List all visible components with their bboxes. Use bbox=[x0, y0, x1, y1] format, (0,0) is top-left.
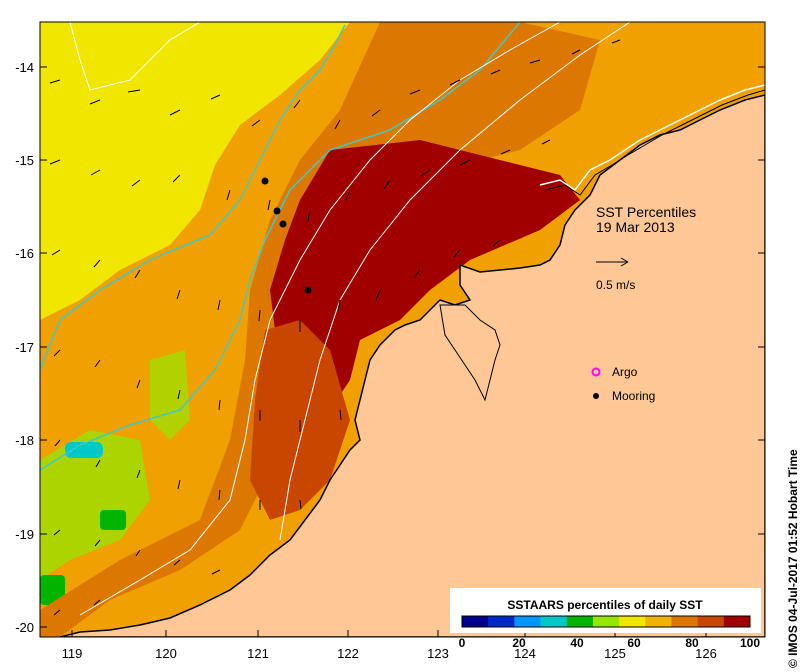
coast-ragged-2 bbox=[544, 89, 765, 196]
y-tick-label: -14 bbox=[15, 60, 34, 75]
argo-legend-marker bbox=[591, 367, 601, 377]
y-tick-label: -15 bbox=[15, 153, 34, 168]
colorbar-swatch bbox=[462, 616, 489, 627]
colorbar-frame bbox=[461, 615, 751, 628]
sst-region-orange bbox=[40, 22, 600, 637]
colorbar-swatch bbox=[488, 616, 515, 627]
y-tick-label: -20 bbox=[15, 620, 34, 635]
scale-arrow bbox=[596, 257, 629, 267]
y-tick-label: -18 bbox=[15, 433, 34, 448]
colorbar-tick-label: 40 bbox=[570, 636, 584, 650]
x-tick-label: 122 bbox=[337, 646, 359, 661]
sst-region-green-patches bbox=[40, 430, 150, 580]
colorbar-title: SSTAARS percentiles of daily SST bbox=[507, 598, 703, 612]
map-date: 19 Mar 2013 bbox=[596, 219, 675, 235]
x-tick-label: 123 bbox=[427, 646, 449, 661]
isobath-white-2 bbox=[79, 22, 561, 616]
map-title: SST Percentiles bbox=[596, 204, 696, 220]
sst-region-green-spot-2 bbox=[40, 575, 65, 605]
colorbar-swatch bbox=[723, 616, 751, 627]
x-tick-label: 119 bbox=[62, 646, 83, 661]
mooring-marker bbox=[304, 286, 312, 294]
plot-frame bbox=[39, 21, 766, 638]
land-peninsula bbox=[439, 304, 501, 402]
land-mass bbox=[59, 94, 765, 637]
mooring-marker bbox=[279, 220, 287, 228]
mooring-legend-label: Mooring bbox=[612, 389, 655, 403]
colorbar-tick-label: 100 bbox=[740, 636, 760, 650]
x-tick-label: 125 bbox=[604, 646, 626, 661]
y-tick-label: -19 bbox=[15, 527, 34, 542]
imos-credit: © IMOS 04-Jul-2017 01:52 Hobart Time bbox=[786, 449, 800, 668]
sst-region-cyan-spot bbox=[65, 442, 103, 458]
mooring-marker bbox=[273, 207, 281, 215]
colorbar-tick-label: 20 bbox=[512, 636, 526, 650]
x-tick-label: 120 bbox=[155, 646, 177, 661]
mooring-legend-marker bbox=[593, 393, 599, 399]
y-tick-label: -16 bbox=[15, 246, 34, 261]
isobath-white-3 bbox=[279, 22, 631, 541]
isobath-cyan bbox=[40, 24, 346, 371]
colorbar-tick-label: 80 bbox=[685, 636, 699, 650]
colorbar-swatch bbox=[697, 616, 725, 627]
sst-region-dark-red bbox=[270, 140, 580, 410]
isobath-cyan-2 bbox=[40, 22, 521, 471]
scale-arrow-label: 0.5 m/s bbox=[596, 278, 635, 292]
argo-legend-label: Argo bbox=[612, 365, 638, 379]
colorbar-swatch bbox=[540, 616, 568, 627]
colorbar-swatch bbox=[592, 616, 620, 627]
y-tick-label: -17 bbox=[15, 340, 34, 355]
colorbar-tick-label: 0 bbox=[459, 636, 466, 650]
x-tick-label: 126 bbox=[695, 646, 717, 661]
sst-region-green-mid bbox=[150, 350, 190, 440]
sst-region-yellow bbox=[40, 22, 350, 320]
y-axis bbox=[40, 66, 765, 628]
sst-region-green-spot bbox=[100, 510, 126, 530]
colorbar: SSTAARS percentiles of daily SST 0 20 40… bbox=[450, 588, 761, 650]
x-tick-label: 124 bbox=[514, 646, 536, 661]
mooring-marker bbox=[261, 177, 269, 185]
colorbar-swatch bbox=[671, 616, 699, 627]
colorbar-swatch bbox=[619, 616, 646, 627]
colorbar-swatch bbox=[645, 616, 672, 627]
colorbar-swatch bbox=[566, 616, 594, 627]
x-tick-label: 121 bbox=[247, 646, 269, 661]
coast-ragged bbox=[539, 84, 765, 192]
colorbar-tick-label: 60 bbox=[627, 636, 641, 650]
colorbar-swatch bbox=[514, 616, 542, 627]
isobath-white-1 bbox=[69, 22, 201, 91]
current-vector-field bbox=[49, 39, 621, 616]
